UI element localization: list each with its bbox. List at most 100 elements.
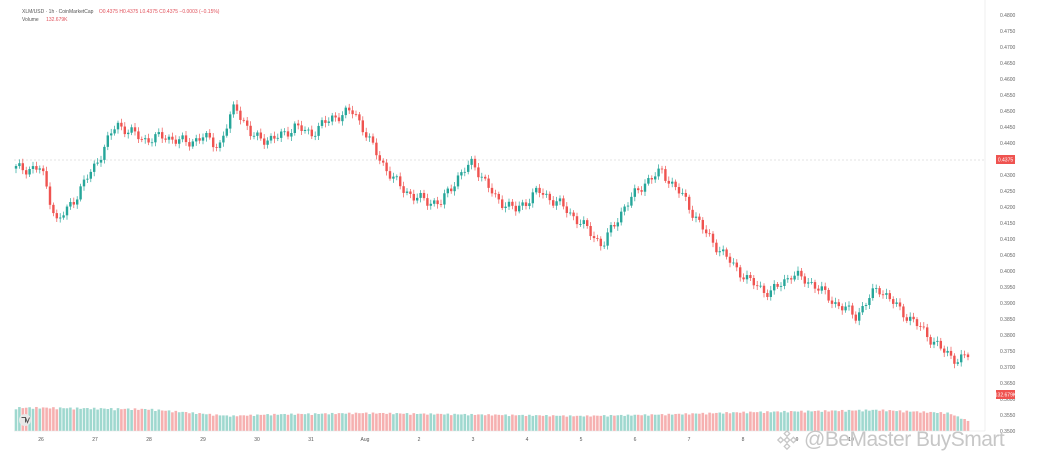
volume-bar xyxy=(725,412,728,431)
candle-body xyxy=(402,186,405,193)
volume-bar xyxy=(487,414,490,431)
volume-bar xyxy=(902,412,905,431)
candle-body xyxy=(538,187,541,194)
volume-bar xyxy=(789,411,793,431)
candle-body xyxy=(229,114,232,129)
candle-body xyxy=(898,302,902,307)
volume-bar xyxy=(235,416,239,431)
volume-bar xyxy=(623,415,626,431)
candle-body xyxy=(314,135,317,137)
candle-body xyxy=(657,168,660,177)
candle-body xyxy=(460,172,463,176)
candle-body xyxy=(436,200,439,205)
volume-bar xyxy=(409,414,412,431)
volume-bar xyxy=(259,414,263,431)
volume-bar xyxy=(188,413,191,431)
volume-bar xyxy=(949,414,953,431)
volume-bar xyxy=(626,414,630,431)
volume-tag: 132.679K xyxy=(995,390,1017,399)
y-tick-label: 0.4650 xyxy=(1000,61,1016,67)
binance-diamond-icon xyxy=(776,429,798,451)
y-tick-label: 0.3850 xyxy=(1000,317,1016,323)
volume-bar xyxy=(653,414,657,431)
candle-body xyxy=(116,122,120,130)
volume-bar xyxy=(803,412,807,431)
legend-volume-label: Volume xyxy=(22,17,39,23)
volume-bar xyxy=(157,409,161,431)
volume-bar xyxy=(735,412,739,431)
volume-bar xyxy=(572,416,575,431)
volume-bar xyxy=(483,415,487,431)
volume-bar xyxy=(939,412,943,431)
volume-bar xyxy=(891,410,895,431)
candle-body xyxy=(779,285,783,287)
volume-bar xyxy=(89,409,93,431)
volume-bar xyxy=(256,414,259,431)
candle-body xyxy=(786,278,789,280)
volume-bar xyxy=(388,412,392,431)
y-axis-ticks: 0.4800 0.4750 0.4700 0.4650 0.4600 0.4550 0.45… xyxy=(1000,13,1016,435)
candle-body xyxy=(320,120,324,126)
candle-body xyxy=(698,216,701,220)
volume-tag-box xyxy=(996,390,1015,399)
candle-body xyxy=(446,188,449,194)
volume-bar xyxy=(426,414,429,431)
volume-bar xyxy=(881,409,885,431)
volume-bar xyxy=(500,415,504,431)
candle-body xyxy=(735,262,738,268)
volume-bar xyxy=(279,414,283,431)
volume-bar xyxy=(293,414,297,431)
volume-bar xyxy=(606,416,609,431)
volume-bar xyxy=(449,415,453,431)
candle-body xyxy=(926,327,929,338)
volume-bar xyxy=(194,414,198,431)
volume-bar xyxy=(596,415,599,431)
legend-volume-value: 132.679K xyxy=(46,17,68,23)
candle-body xyxy=(358,114,361,121)
volume-bar xyxy=(783,410,786,431)
y-tick-label: 0.4550 xyxy=(1000,93,1016,99)
volume-bar xyxy=(296,413,300,431)
candle-body xyxy=(416,197,419,201)
volume-bar xyxy=(324,413,327,431)
candle-body xyxy=(62,215,65,218)
volume-bar xyxy=(276,414,280,431)
volume-bar xyxy=(184,412,188,431)
candle-body xyxy=(596,238,599,239)
x-axis-ticks: 26 27 28 29 30 31 Aug 2 3 4 5 6 7 8 9 10 xyxy=(38,437,854,443)
volume-bar xyxy=(286,414,290,431)
x-tick-label: 4 xyxy=(526,437,529,443)
candle-body xyxy=(14,166,18,169)
candle-body xyxy=(834,302,837,304)
volume-bar xyxy=(58,407,62,431)
candle-body xyxy=(671,181,674,184)
volume-bar xyxy=(351,414,354,431)
candle-body xyxy=(86,178,89,180)
candle-body xyxy=(439,204,443,205)
candle-body xyxy=(691,209,694,218)
candle-body xyxy=(603,245,606,247)
candle-body xyxy=(354,114,358,115)
candle-body xyxy=(854,314,857,321)
candle-body xyxy=(205,132,208,138)
candle-body xyxy=(21,163,24,171)
volume-bar xyxy=(531,415,535,431)
candle-body xyxy=(327,121,330,123)
volume-bar xyxy=(640,415,643,431)
candle-body xyxy=(317,125,320,136)
volume-bar xyxy=(341,413,344,431)
candle-body xyxy=(664,169,667,181)
candle-body xyxy=(582,220,585,225)
volume-bar xyxy=(69,407,72,431)
volume-bar xyxy=(749,411,752,431)
volume-bar xyxy=(201,413,205,431)
candle-body xyxy=(932,341,936,345)
candle-body xyxy=(290,133,293,137)
candle-body xyxy=(239,110,242,120)
volume-bar xyxy=(711,413,715,431)
volume-bar xyxy=(919,412,922,431)
candle-body xyxy=(246,120,249,126)
candle-body xyxy=(174,139,177,144)
current-price-tag: 0.4375 xyxy=(996,155,1015,164)
